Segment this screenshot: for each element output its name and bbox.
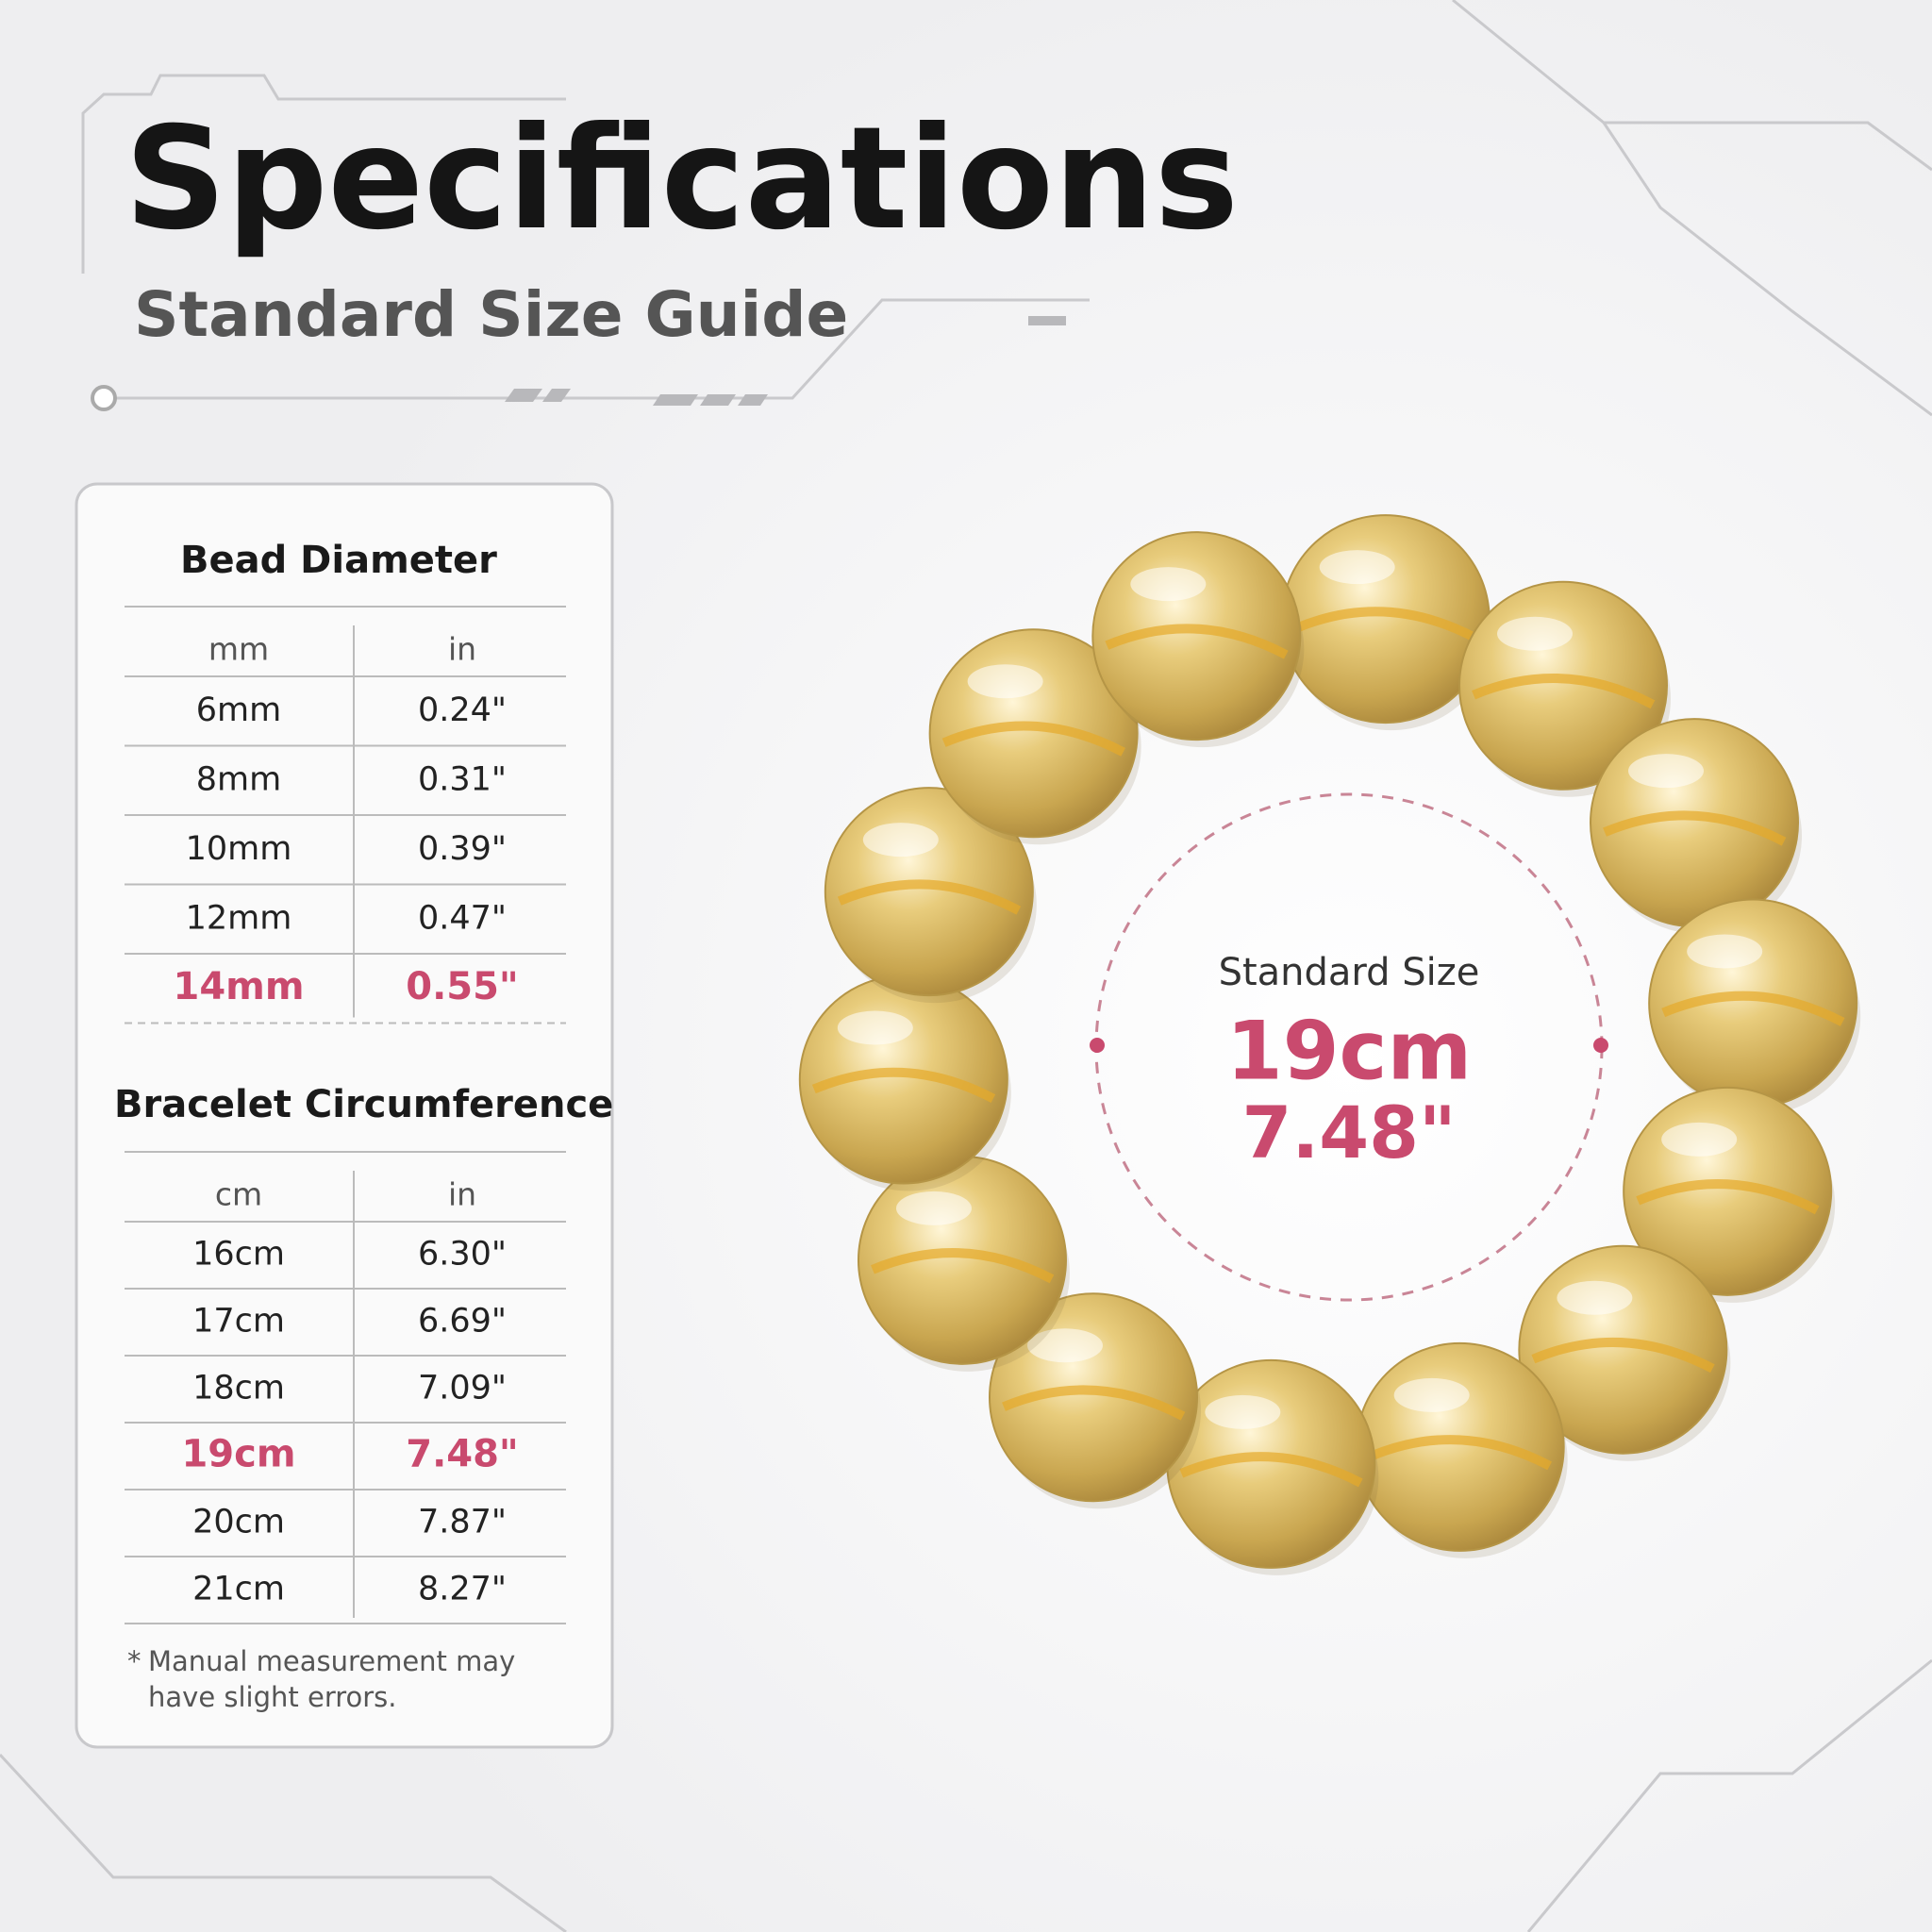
bead-band xyxy=(1368,1435,1553,1471)
bead-glint xyxy=(1130,567,1207,602)
table-title: Bracelet Circumference xyxy=(114,1083,613,1126)
column-header: in xyxy=(448,1176,476,1213)
frame-line xyxy=(1452,0,1932,417)
frame-ticks xyxy=(505,316,1066,406)
bead-band xyxy=(1531,1337,1715,1374)
subtitle: Standard Size Guide xyxy=(134,278,848,351)
cell: 0.31" xyxy=(418,760,507,798)
bead-glint xyxy=(1205,1394,1281,1429)
bead-band xyxy=(1603,810,1787,846)
bead-glint xyxy=(1557,1280,1633,1315)
frame-dot xyxy=(91,385,117,411)
cell: 7.87" xyxy=(418,1504,507,1541)
bead-band xyxy=(1472,674,1656,709)
bead-band xyxy=(1179,1452,1363,1488)
frame-line xyxy=(104,298,1090,400)
cell: 0.24" xyxy=(418,691,507,729)
bead-band xyxy=(837,879,1022,915)
bead-band xyxy=(1661,991,1845,1026)
cell: 17cm xyxy=(192,1303,285,1341)
bead-glint xyxy=(1319,550,1395,585)
highlight-cell: 7.48" xyxy=(406,1433,519,1476)
size-dot xyxy=(1090,1038,1105,1053)
bead-band xyxy=(1636,1179,1820,1215)
cell: 6.69" xyxy=(418,1303,507,1341)
cell: 6mm xyxy=(196,691,281,729)
column-header: in xyxy=(448,631,476,668)
column-header: cm xyxy=(215,1176,262,1213)
bead-glint xyxy=(895,1191,972,1225)
bead-glint xyxy=(1628,754,1705,789)
frame-line xyxy=(0,1658,1932,1932)
title: Specifications xyxy=(125,97,1239,261)
cell: 8.27" xyxy=(418,1571,507,1608)
bead-glint xyxy=(1026,1328,1103,1363)
cell: 0.39" xyxy=(418,830,507,868)
bead-band xyxy=(941,721,1125,757)
cell: 21cm xyxy=(192,1571,285,1608)
cell: 12mm xyxy=(186,899,292,937)
bead-band xyxy=(1002,1385,1186,1421)
cell: 18cm xyxy=(192,1370,285,1407)
bead-glint xyxy=(837,1010,913,1045)
bead-band xyxy=(1293,607,1477,642)
cell: 10mm xyxy=(186,830,292,868)
cell: 16cm xyxy=(192,1236,285,1274)
table-title: Bead Diameter xyxy=(180,539,497,582)
cell: 6.30" xyxy=(418,1236,507,1274)
bead-glint xyxy=(1393,1377,1470,1412)
highlight-cell: 14mm xyxy=(173,965,304,1008)
highlight-cell: 19cm xyxy=(181,1433,295,1476)
cell: 20cm xyxy=(192,1504,285,1541)
tables: Bead Diameter mm in 6mm 0.24" 8mm 0.31" 10mm 0.3… xyxy=(114,539,613,1624)
note-mark: * xyxy=(127,1645,142,1677)
spec-card xyxy=(75,482,614,1749)
bead-band xyxy=(811,1067,996,1103)
bead-band xyxy=(871,1248,1055,1284)
note: have slight errors. xyxy=(148,1681,397,1713)
cell: 8mm xyxy=(196,760,281,798)
bead-band xyxy=(1105,624,1289,659)
bracelet xyxy=(798,514,1861,1575)
bead-glint xyxy=(967,664,1043,699)
standard-cm: 19cm xyxy=(1226,1004,1472,1098)
standard-label: Standard Size xyxy=(1219,951,1480,994)
note: Manual measurement may xyxy=(148,1645,515,1677)
bead-glint xyxy=(1661,1122,1738,1157)
frame-line xyxy=(81,74,566,274)
cell: 7.09" xyxy=(418,1370,507,1407)
standard-in: 7.48" xyxy=(1241,1091,1456,1174)
cell: 0.47" xyxy=(418,899,507,937)
bead-glint xyxy=(1497,616,1574,651)
bead-glint xyxy=(1687,934,1763,969)
size-dot xyxy=(1593,1038,1608,1053)
column-header: mm xyxy=(208,631,269,668)
bead-glint xyxy=(862,823,939,858)
highlight-cell: 0.55" xyxy=(406,965,519,1008)
